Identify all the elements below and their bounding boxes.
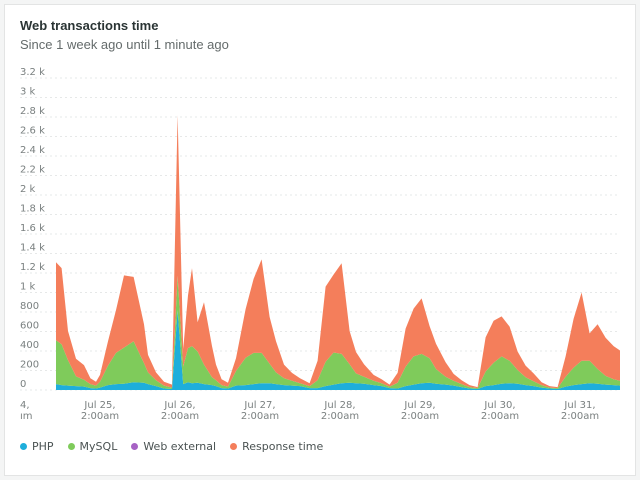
x-tick-label: 2:00am bbox=[481, 411, 519, 422]
y-tick-label: 200 bbox=[20, 360, 39, 371]
chart-card: Web transactions time Since 1 week ago u… bbox=[4, 4, 636, 476]
legend-dot-web-external bbox=[131, 443, 139, 450]
y-tick-label: 2.4 k bbox=[20, 145, 45, 156]
y-tick-label: 1.4 k bbox=[20, 243, 45, 254]
x-tick-label: Jul 27, bbox=[243, 400, 275, 411]
x-tick-label: 2:00am bbox=[81, 411, 119, 422]
series-area-mysql[interactable] bbox=[56, 275, 620, 389]
x-tick-label: Jul 29, bbox=[403, 400, 435, 411]
x-tick-label: 2:00am bbox=[401, 411, 439, 422]
y-tick-label: 3 k bbox=[20, 87, 36, 98]
y-tick-label: 1 k bbox=[20, 282, 36, 293]
y-tick-label: 1.2 k bbox=[20, 262, 45, 273]
legend-dot-php bbox=[20, 443, 27, 450]
legend-label: PHP bbox=[32, 440, 54, 453]
y-tick-label: 0 bbox=[20, 379, 26, 390]
x-tick-label: 4, bbox=[20, 400, 30, 411]
legend-label: Web external bbox=[143, 440, 217, 453]
legend-item-response-time[interactable]: Response time bbox=[230, 440, 323, 453]
x-tick-label: 2:00am bbox=[561, 411, 599, 422]
y-tick-label: 400 bbox=[20, 340, 39, 351]
y-tick-label: 800 bbox=[20, 301, 39, 312]
chart-title: Web transactions time bbox=[20, 18, 159, 33]
x-tick-label: Jul 25, bbox=[83, 400, 115, 411]
legend-item-mysql[interactable]: MySQL bbox=[67, 440, 118, 453]
x-tick-label: ım bbox=[20, 411, 33, 422]
y-tick-label: 1.6 k bbox=[20, 223, 45, 234]
y-tick-label: 1.8 k bbox=[20, 204, 45, 215]
y-tick-label: 2.8 k bbox=[20, 106, 45, 117]
x-tick-label: 2:00am bbox=[321, 411, 359, 422]
chart-subtitle: Since 1 week ago until 1 minute ago bbox=[20, 37, 229, 52]
x-tick-label: Jul 26, bbox=[163, 400, 195, 411]
y-tick-label: 2.6 k bbox=[20, 126, 45, 137]
legend-label: MySQL bbox=[79, 440, 118, 453]
x-tick-label: 2:00am bbox=[161, 411, 199, 422]
legend-dot-mysql bbox=[67, 443, 75, 450]
legend: PHP MySQL Web external Response time bbox=[20, 440, 323, 453]
x-tick-label: Jul 28, bbox=[323, 400, 355, 411]
series-areas bbox=[56, 115, 620, 390]
series-area-response-time[interactable] bbox=[56, 115, 620, 389]
legend-item-php[interactable]: PHP bbox=[20, 440, 54, 453]
legend-item-web-external[interactable]: Web external bbox=[131, 440, 216, 453]
x-tick-label: 2:00am bbox=[241, 411, 279, 422]
y-tick-label: 600 bbox=[20, 321, 39, 332]
y-tick-label: 3.2 k bbox=[20, 67, 45, 78]
legend-dot-response-time bbox=[230, 443, 238, 450]
y-tick-label: 2 k bbox=[20, 184, 36, 195]
x-tick-label: Jul 30, bbox=[483, 400, 515, 411]
x-tick-label: Jul 31, bbox=[563, 400, 595, 411]
y-axis: 0 200 400 600 800 1 k 1.2 k 1.4 k 1.6 k 1.8 k 2 k 2… bbox=[20, 67, 45, 390]
legend-label: Response time bbox=[242, 440, 324, 453]
y-tick-label: 2.2 k bbox=[20, 165, 45, 176]
